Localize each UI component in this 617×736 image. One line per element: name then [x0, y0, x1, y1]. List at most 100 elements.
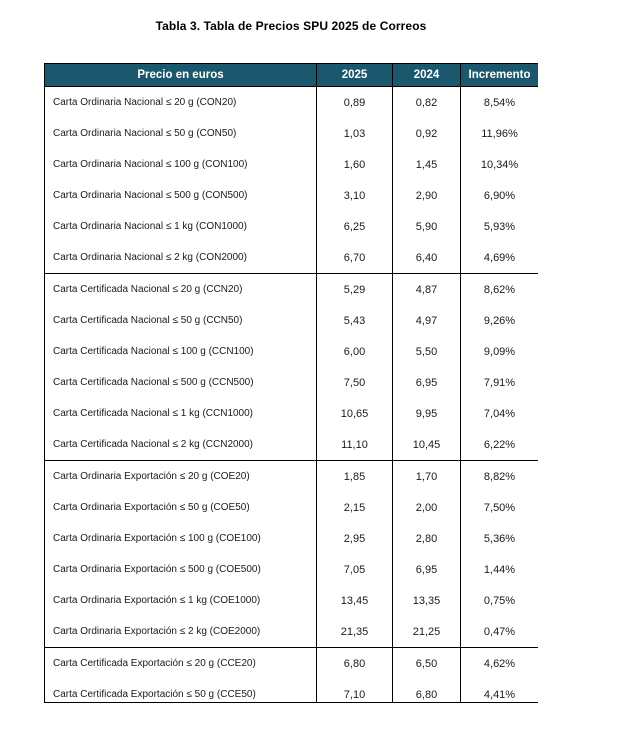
price-2024-value: 6,50 — [392, 647, 461, 679]
row-label: Carta Certificada Nacional ≤ 100 g (CCN1… — [44, 336, 317, 367]
increment-value: 4,41% — [460, 679, 538, 702]
increment-value: 5,36% — [460, 523, 538, 554]
price-2025-value: 7,50 — [316, 367, 393, 398]
price-2024-value: 1,45 — [392, 149, 461, 180]
price-2025-value: 11,10 — [316, 429, 393, 461]
row-label: Carta Ordinaria Nacional ≤ 100 g (CON100… — [44, 149, 317, 180]
price-2025-value: 0,89 — [316, 86, 393, 118]
table-row: Carta Certificada Nacional ≤ 50 g (CCN50… — [44, 305, 538, 336]
header-row: Precio en euros 2025 2024 Incremento — [44, 63, 538, 87]
price-2024-value: 0,82 — [392, 86, 461, 118]
increment-value: 9,09% — [460, 336, 538, 367]
price-2025-value: 6,25 — [316, 211, 393, 242]
table-row: Carta Certificada Nacional ≤ 20 g (CCN20… — [44, 273, 538, 305]
increment-value: 9,26% — [460, 305, 538, 336]
row-label: Carta Certificada Nacional ≤ 20 g (CCN20… — [44, 273, 317, 305]
price-2024-value: 6,95 — [392, 554, 461, 585]
table-row: Carta Ordinaria Exportación ≤ 1 kg (COE1… — [44, 585, 538, 616]
row-label: Carta Certificada Nacional ≤ 2 kg (CCN20… — [44, 429, 317, 461]
table-header: Precio en euros 2025 2024 Incremento — [44, 63, 538, 87]
table-row: Carta Certificada Nacional ≤ 100 g (CCN1… — [44, 336, 538, 367]
table-row: Carta Ordinaria Nacional ≤ 500 g (CON500… — [44, 180, 538, 211]
increment-value: 0,75% — [460, 585, 538, 616]
page-title: Tabla 3. Tabla de Precios SPU 2025 de Co… — [155, 19, 427, 33]
price-2025-value: 1,85 — [316, 460, 393, 492]
price-2025-value: 2,15 — [316, 492, 393, 523]
row-label: Carta Certificada Exportación ≤ 50 g (CC… — [44, 679, 317, 702]
price-2024-value: 9,95 — [392, 398, 461, 429]
price-2024-value: 6,40 — [392, 242, 461, 274]
table-row: Carta Ordinaria Exportación ≤ 2 kg (COE2… — [44, 616, 538, 648]
row-label: Carta Ordinaria Nacional ≤ 2 kg (CON2000… — [44, 242, 317, 274]
row-label: Carta Ordinaria Exportación ≤ 20 g (COE2… — [44, 460, 317, 492]
row-label: Carta Ordinaria Exportación ≤ 100 g (COE… — [44, 523, 317, 554]
price-table: Precio en euros 2025 2024 Incremento Car… — [44, 63, 538, 702]
increment-value: 6,22% — [460, 429, 538, 461]
price-2025-value: 1,03 — [316, 118, 393, 149]
increment-value: 10,34% — [460, 149, 538, 180]
table-row: Carta Certificada Nacional ≤ 1 kg (CCN10… — [44, 398, 538, 429]
column-header-incremento: Incremento — [460, 63, 538, 87]
increment-value: 0,47% — [460, 616, 538, 648]
table-row: Carta Certificada Nacional ≤ 500 g (CCN5… — [44, 367, 538, 398]
price-2025-value: 2,95 — [316, 523, 393, 554]
price-2024-value: 1,70 — [392, 460, 461, 492]
row-label: Carta Certificada Nacional ≤ 1 kg (CCN10… — [44, 398, 317, 429]
price-2025-value: 13,45 — [316, 585, 393, 616]
row-label: Carta Ordinaria Exportación ≤ 1 kg (COE1… — [44, 585, 317, 616]
row-label: Carta Certificada Nacional ≤ 500 g (CCN5… — [44, 367, 317, 398]
price-2024-value: 10,45 — [392, 429, 461, 461]
price-2025-value: 6,00 — [316, 336, 393, 367]
price-2025-value: 3,10 — [316, 180, 393, 211]
price-2024-value: 5,50 — [392, 336, 461, 367]
row-label: Carta Ordinaria Nacional ≤ 1 kg (CON1000… — [44, 211, 317, 242]
increment-value: 7,91% — [460, 367, 538, 398]
table-row: Carta Certificada Exportación ≤ 50 g (CC… — [44, 679, 538, 702]
price-2024-value: 6,80 — [392, 679, 461, 702]
table-row: Carta Ordinaria Exportación ≤ 500 g (COE… — [44, 554, 538, 585]
increment-value: 11,96% — [460, 118, 538, 149]
row-label: Carta Ordinaria Exportación ≤ 2 kg (COE2… — [44, 616, 317, 648]
price-2024-value: 4,87 — [392, 273, 461, 305]
increment-value: 8,62% — [460, 273, 538, 305]
increment-value: 6,90% — [460, 180, 538, 211]
table-row: Carta Certificada Nacional ≤ 2 kg (CCN20… — [44, 429, 538, 461]
table-row: Carta Certificada Exportación ≤ 20 g (CC… — [44, 647, 538, 679]
price-2024-value: 4,97 — [392, 305, 461, 336]
price-2025-value: 6,80 — [316, 647, 393, 679]
row-label: Carta Certificada Nacional ≤ 50 g (CCN50… — [44, 305, 317, 336]
price-2024-value: 2,80 — [392, 523, 461, 554]
table-row: Carta Ordinaria Exportación ≤ 50 g (COE5… — [44, 492, 538, 523]
price-2024-value: 2,90 — [392, 180, 461, 211]
price-2025-value: 10,65 — [316, 398, 393, 429]
column-header-precio: Precio en euros — [44, 63, 317, 87]
table-row: Carta Ordinaria Nacional ≤ 1 kg (CON1000… — [44, 211, 538, 242]
table-row: Carta Ordinaria Nacional ≤ 100 g (CON100… — [44, 149, 538, 180]
price-2025-value: 7,05 — [316, 554, 393, 585]
price-2025-value: 6,70 — [316, 242, 393, 274]
increment-value: 1,44% — [460, 554, 538, 585]
price-2024-value: 13,35 — [392, 585, 461, 616]
row-label: Carta Ordinaria Nacional ≤ 50 g (CON50) — [44, 118, 317, 149]
increment-value: 4,69% — [460, 242, 538, 274]
increment-value: 7,50% — [460, 492, 538, 523]
column-header-2024: 2024 — [392, 63, 461, 87]
price-2025-value: 21,35 — [316, 616, 393, 648]
price-2025-value: 5,43 — [316, 305, 393, 336]
row-label: Carta Ordinaria Exportación ≤ 500 g (COE… — [44, 554, 317, 585]
table-body: Carta Ordinaria Nacional ≤ 20 g (CON20) 0… — [44, 86, 538, 702]
table-row: Carta Ordinaria Nacional ≤ 50 g (CON50) 1… — [44, 118, 538, 149]
price-2025-value: 1,60 — [316, 149, 393, 180]
price-table-container: Precio en euros 2025 2024 Incremento Car… — [44, 63, 538, 703]
table-row: Carta Ordinaria Exportación ≤ 100 g (COE… — [44, 523, 538, 554]
price-2024-value: 5,90 — [392, 211, 461, 242]
row-label: Carta Ordinaria Exportación ≤ 50 g (COE5… — [44, 492, 317, 523]
price-2024-value: 2,00 — [392, 492, 461, 523]
price-2024-value: 21,25 — [392, 616, 461, 648]
row-label: Carta Ordinaria Nacional ≤ 20 g (CON20) — [44, 86, 317, 118]
table-row: Carta Ordinaria Nacional ≤ 2 kg (CON2000… — [44, 242, 538, 274]
column-header-2025: 2025 — [316, 63, 393, 87]
price-2024-value: 6,95 — [392, 367, 461, 398]
table-row: Carta Ordinaria Nacional ≤ 20 g (CON20) 0… — [44, 86, 538, 118]
table-row: Carta Ordinaria Exportación ≤ 20 g (COE2… — [44, 460, 538, 492]
